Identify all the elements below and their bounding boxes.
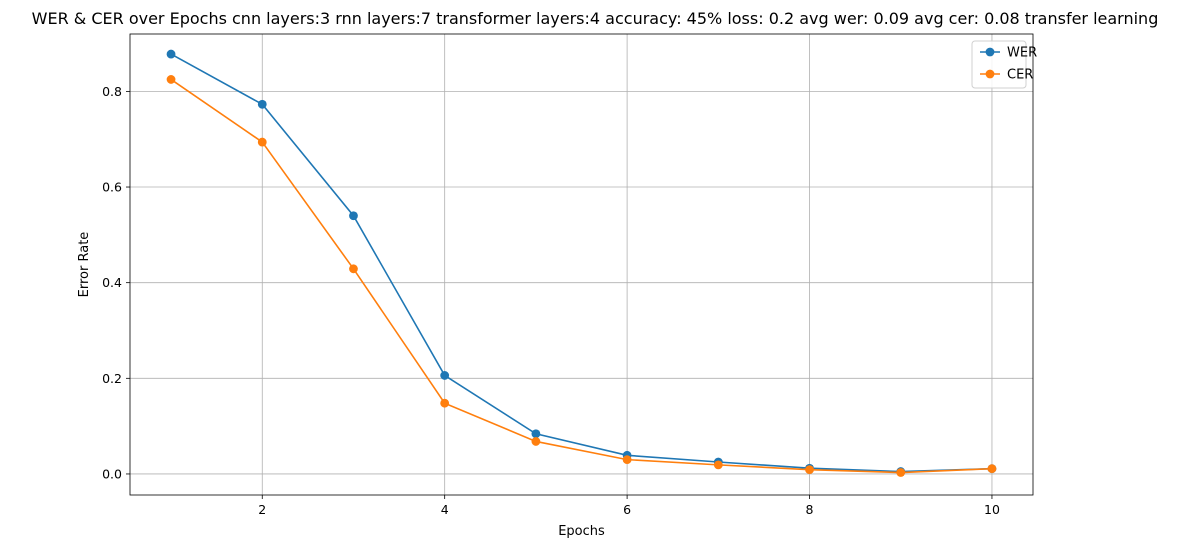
cer-point [713,460,723,470]
x-tick-label: 6 [623,502,631,517]
x-axis-label: Epochs [558,524,605,539]
cer-point [349,264,358,274]
y-axis-label: Error Rate [77,232,92,298]
wer-point [257,99,267,109]
y-tick-label: 0.4 [102,275,122,290]
series-cer [166,75,997,477]
grid [130,34,1033,495]
cer-point [166,75,176,84]
legend-label: WER [1007,46,1037,61]
y-tick-label: 0.8 [102,84,122,99]
y-tick-label: 0.0 [102,466,122,481]
x-tick-label: 8 [806,502,814,517]
chart-title: WER & CER over Epochs cnn layers:3 rnn l… [32,9,1159,28]
legend-swatch-marker [985,69,995,79]
wer-point [440,371,450,380]
axis-ticks: 2 4 6 8 10 0.0 0.2 0.4 0.6 0.8 [102,84,1000,517]
series-wer [166,49,997,476]
legend-label: CER [1007,68,1033,83]
x-tick-label: 10 [984,502,1000,517]
wer-point [166,49,176,59]
wer-point [349,211,358,221]
cer-point [622,455,632,465]
cer-point [896,468,906,477]
cer-line [170,78,992,474]
legend-swatch-marker [985,47,995,57]
x-tick-label: 4 [441,502,449,517]
y-tick-label: 0.6 [102,180,122,195]
series-layer [166,49,997,477]
wer-point [531,429,541,439]
cer-point [440,398,450,408]
cer-point [257,137,267,147]
y-tick-label: 0.2 [102,371,122,386]
legend: WER CER [971,40,1037,89]
cer-point [805,465,814,475]
wer-line [170,53,992,473]
plot-frame [129,33,1034,496]
cer-point [531,437,541,446]
x-tick-label: 2 [258,502,266,517]
cer-point [987,464,997,474]
